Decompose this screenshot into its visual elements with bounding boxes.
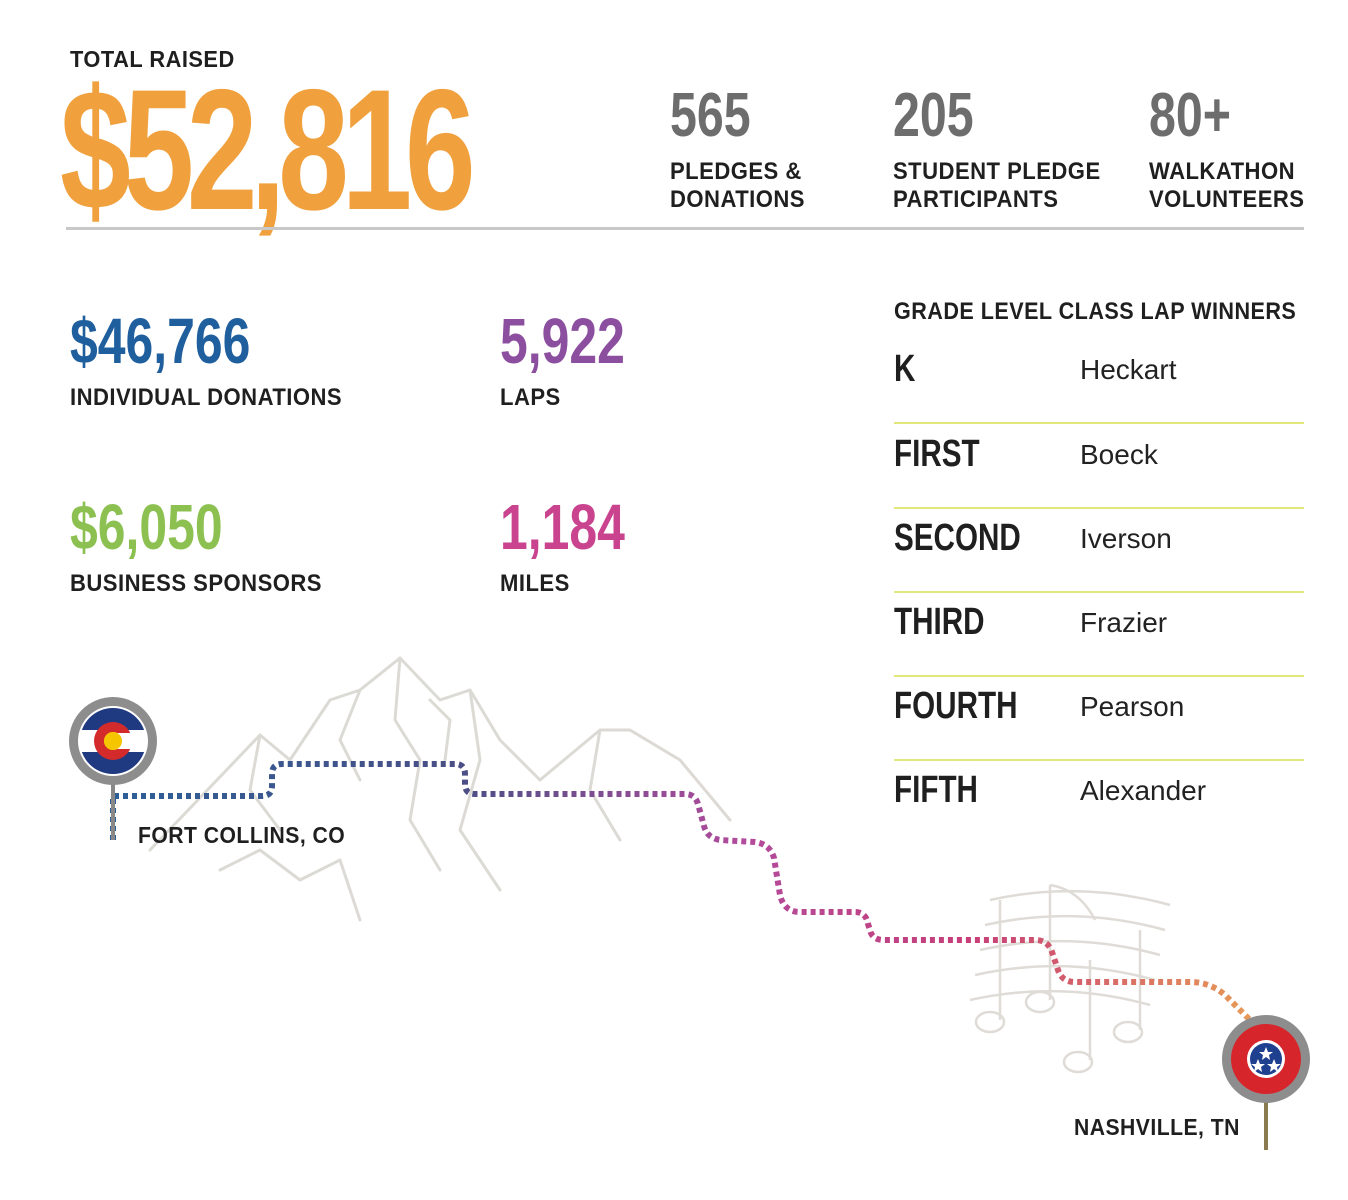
winner-grade: FIRST (894, 433, 980, 475)
stat-participants-label-line1: STUDENT PLEDGE (893, 158, 1101, 185)
metric-business-sponsors: $6,050 BUSINESS SPONSORS (70, 494, 344, 598)
winner-row: FIRST Boeck (894, 425, 1304, 509)
winner-name: Boeck (1080, 439, 1158, 470)
stat-volunteers-label-line1: WALKATHON (1149, 158, 1296, 185)
winner-name: Iverson (1080, 523, 1172, 554)
winner-divider (894, 591, 1304, 593)
total-raised-label: TOTAL RAISED (70, 46, 235, 72)
winner-grade: FOURTH (894, 685, 1018, 727)
stat-volunteers: 80+ WALKATHON VOLUNTEERS (1149, 84, 1318, 214)
winner-name: Pearson (1080, 691, 1185, 722)
route-path (110, 761, 1258, 1028)
metric-miles-value: 1,184 (500, 491, 625, 563)
metric-individual-donations: $46,766 INDIVIDUAL DONATIONS (70, 308, 366, 412)
metric-business-label: BUSINESS SPONSORS (70, 570, 322, 597)
stat-pledges-label-line1: PLEDGES & (670, 158, 802, 185)
stat-participants-value: 205 (893, 81, 974, 150)
colorado-flag-icon (69, 697, 157, 840)
winner-grade: K (894, 348, 916, 390)
metric-miles-label: MILES (500, 570, 570, 597)
tennessee-flag-icon (1222, 1015, 1310, 1150)
winner-name: Frazier (1080, 607, 1168, 638)
winner-grade: FIFTH (894, 769, 978, 811)
winner-name: Heckart (1080, 354, 1177, 385)
metric-laps-label: LAPS (500, 384, 561, 411)
winner-row: FOURTH Pearson (894, 677, 1304, 761)
winner-divider (894, 422, 1304, 424)
stat-participants-label-line2: PARTICIPANTS (893, 186, 1059, 213)
stat-volunteers-value: 80+ (1149, 81, 1232, 150)
winner-divider (894, 675, 1304, 677)
winner-name: Alexander (1080, 775, 1207, 806)
metric-laps: 5,922 LAPS (500, 308, 660, 412)
total-raised-value: $52,816 (60, 54, 476, 246)
metric-individual-value: $46,766 (70, 305, 251, 377)
winners-title: GRADE LEVEL CLASS LAP WINNERS (894, 298, 1297, 325)
metric-miles: 1,184 MILES (500, 494, 660, 598)
winner-row: THIRD Frazier (894, 593, 1304, 677)
winner-row: FIFTH Alexander (894, 761, 1304, 845)
stat-participants: 205 STUDENT PLEDGE PARTICIPANTS (893, 84, 1119, 214)
metric-laps-value: 5,922 (500, 305, 625, 377)
mountains-illustration (148, 656, 732, 922)
stat-pledges: 565 PLEDGES & DONATIONS (670, 84, 817, 214)
music-notes-illustration (969, 883, 1171, 1074)
end-city-label: NASHVILLE, TN (1074, 1114, 1240, 1140)
winner-row: SECOND Iverson (894, 509, 1304, 593)
stat-volunteers-label-line2: VOLUNTEERS (1149, 186, 1305, 213)
header-divider (66, 227, 1304, 230)
metric-business-value: $6,050 (70, 491, 223, 563)
stat-pledges-value: 565 (670, 81, 751, 150)
winner-grade: THIRD (894, 601, 985, 643)
winner-divider (894, 507, 1304, 509)
winner-divider (894, 759, 1304, 761)
winner-grade: SECOND (894, 517, 1021, 559)
winner-row: K Heckart (894, 340, 1304, 424)
metric-individual-label: INDIVIDUAL DONATIONS (70, 384, 343, 411)
stat-pledges-label-line2: DONATIONS (670, 186, 805, 213)
start-city-label: FORT COLLINS, CO (138, 822, 346, 848)
